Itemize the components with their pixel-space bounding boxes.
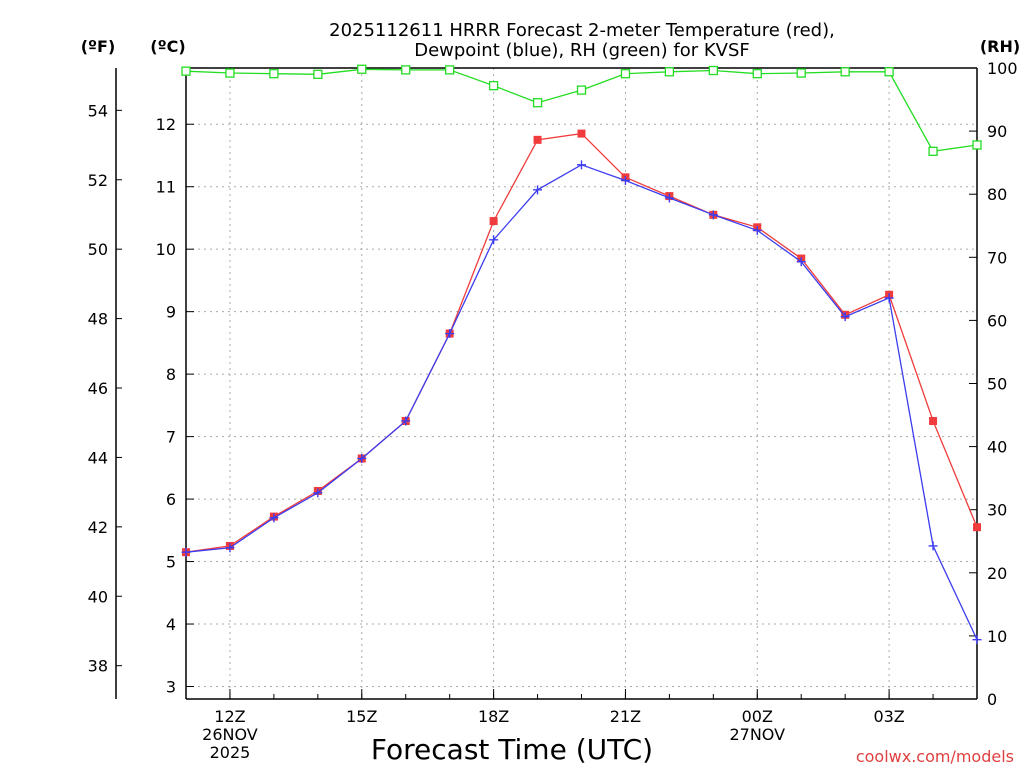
rh-tick-label: 80 [987, 185, 1007, 204]
temperature-point [533, 135, 542, 144]
rh-point [752, 69, 762, 79]
rh-point [620, 69, 631, 79]
rh-point [313, 69, 323, 79]
dewpoint-point [269, 513, 279, 523]
rh-point [708, 65, 718, 76]
rh-tick-label: 100 [987, 59, 1018, 78]
dewpoint-point [884, 293, 894, 303]
celsius-tick-label: 3 [166, 678, 176, 697]
rh-point [532, 98, 543, 108]
dewpoint-point [972, 635, 982, 645]
x-tick-label: 18Z [478, 707, 509, 726]
fahrenheit-tick-label: 38 [88, 657, 108, 676]
fahrenheit-tick-label: 46 [88, 379, 108, 398]
rh-point [225, 68, 235, 78]
rh-point [884, 67, 894, 77]
rh-tick-label: 10 [987, 627, 1007, 646]
rh-point [445, 65, 455, 75]
rh-point [840, 67, 850, 77]
celsius-tick-label: 5 [166, 553, 176, 572]
fahrenheit-tick-label: 44 [88, 448, 108, 467]
x-tick-label: 03Z [873, 707, 904, 726]
celsius-tick-label: 7 [166, 428, 176, 447]
celsius-tick-label: 8 [166, 365, 176, 384]
dewpoint-point [577, 160, 586, 170]
rh-point [664, 67, 675, 77]
dewpoint-point [928, 541, 938, 551]
credit-text: coolwx.com/models [856, 747, 1014, 766]
rh-point [972, 140, 982, 150]
temperature-line [185, 132, 978, 553]
rh-tick-label: 50 [987, 375, 1007, 394]
rh-tick-label: 40 [987, 438, 1007, 457]
temperature-point [929, 416, 938, 425]
data-series [181, 64, 982, 645]
fahrenheit-tick-label: 50 [88, 240, 108, 259]
fahrenheit-tick-label: 52 [88, 171, 108, 190]
dewpoint-point [620, 175, 630, 185]
rh-tick-label: 0 [987, 690, 997, 709]
dewpoint-point [533, 185, 543, 195]
x-axis-title: Forecast Time (UTC) [371, 733, 653, 766]
dewpoint-point [664, 193, 674, 203]
dewpoint-point [225, 543, 235, 553]
x-tick-label: 21Z [610, 707, 641, 726]
dewpoint-point [357, 453, 367, 463]
dewpoint-point [708, 210, 718, 220]
dewpoint-point [489, 235, 499, 245]
rh-axis-label: (RH) [980, 37, 1020, 56]
fahrenheit-axis-label: (ºF) [81, 37, 116, 56]
x-tick-label: 12Z [214, 707, 245, 726]
rh-point [181, 66, 191, 76]
rh-point [576, 85, 587, 95]
rh-point [269, 69, 279, 79]
dewpoint-point [313, 488, 323, 498]
axes [115, 67, 978, 700]
tick-labels: 3 4 5 6 7 8 9 10 11 12 38 40 42 44 46 48 50 52 54 0 10 20 30 40… [88, 59, 1018, 762]
dewpoint-point [401, 416, 411, 426]
x-tick-label: 15Z [346, 707, 377, 726]
rh-point [796, 68, 806, 78]
dewpoint-point [752, 225, 762, 235]
rh-tick-label: 90 [987, 122, 1007, 141]
fahrenheit-tick-label: 48 [88, 310, 108, 329]
dewpoint-line [185, 164, 978, 640]
rh-tick-label: 60 [987, 311, 1007, 330]
rh-line [185, 68, 978, 153]
fahrenheit-tick-label: 54 [88, 101, 108, 120]
fahrenheit-tick-label: 42 [88, 518, 108, 537]
rh-point [401, 65, 411, 75]
celsius-tick-label: 9 [166, 303, 176, 322]
x-tick-label: 00Z [742, 707, 773, 726]
celsius-axis-label: (ºC) [150, 37, 185, 56]
dewpoint-point [445, 329, 455, 339]
rh-point [357, 64, 367, 74]
rh-tick-label: 30 [987, 501, 1007, 520]
celsius-tick-label: 11 [156, 178, 176, 197]
chart-title-line1: 2025112611 HRRR Forecast 2-meter Tempera… [329, 20, 835, 41]
x-tick-label: 2025 [210, 743, 251, 762]
celsius-tick-label: 10 [156, 240, 176, 259]
rh-tick-label: 70 [987, 248, 1007, 267]
rh-point [488, 81, 499, 91]
celsius-tick-label: 6 [166, 490, 176, 509]
rh-point [928, 146, 938, 156]
chart-title-line2: Dewpoint (blue), RH (green) for KVSF [414, 40, 750, 61]
dewpoint-point [181, 547, 191, 557]
celsius-tick-label: 4 [166, 615, 176, 634]
dewpoint-point [796, 257, 806, 267]
temperature-point [577, 129, 586, 138]
celsius-tick-label: 12 [156, 115, 176, 134]
x-tick-label: 26NOV [202, 725, 258, 744]
dewpoint-point [840, 312, 850, 322]
temperature-point [973, 523, 981, 532]
x-tick-label: 27NOV [729, 725, 785, 744]
temperature-point [489, 217, 498, 226]
rh-tick-label: 20 [987, 564, 1007, 583]
fahrenheit-tick-label: 40 [88, 587, 108, 606]
